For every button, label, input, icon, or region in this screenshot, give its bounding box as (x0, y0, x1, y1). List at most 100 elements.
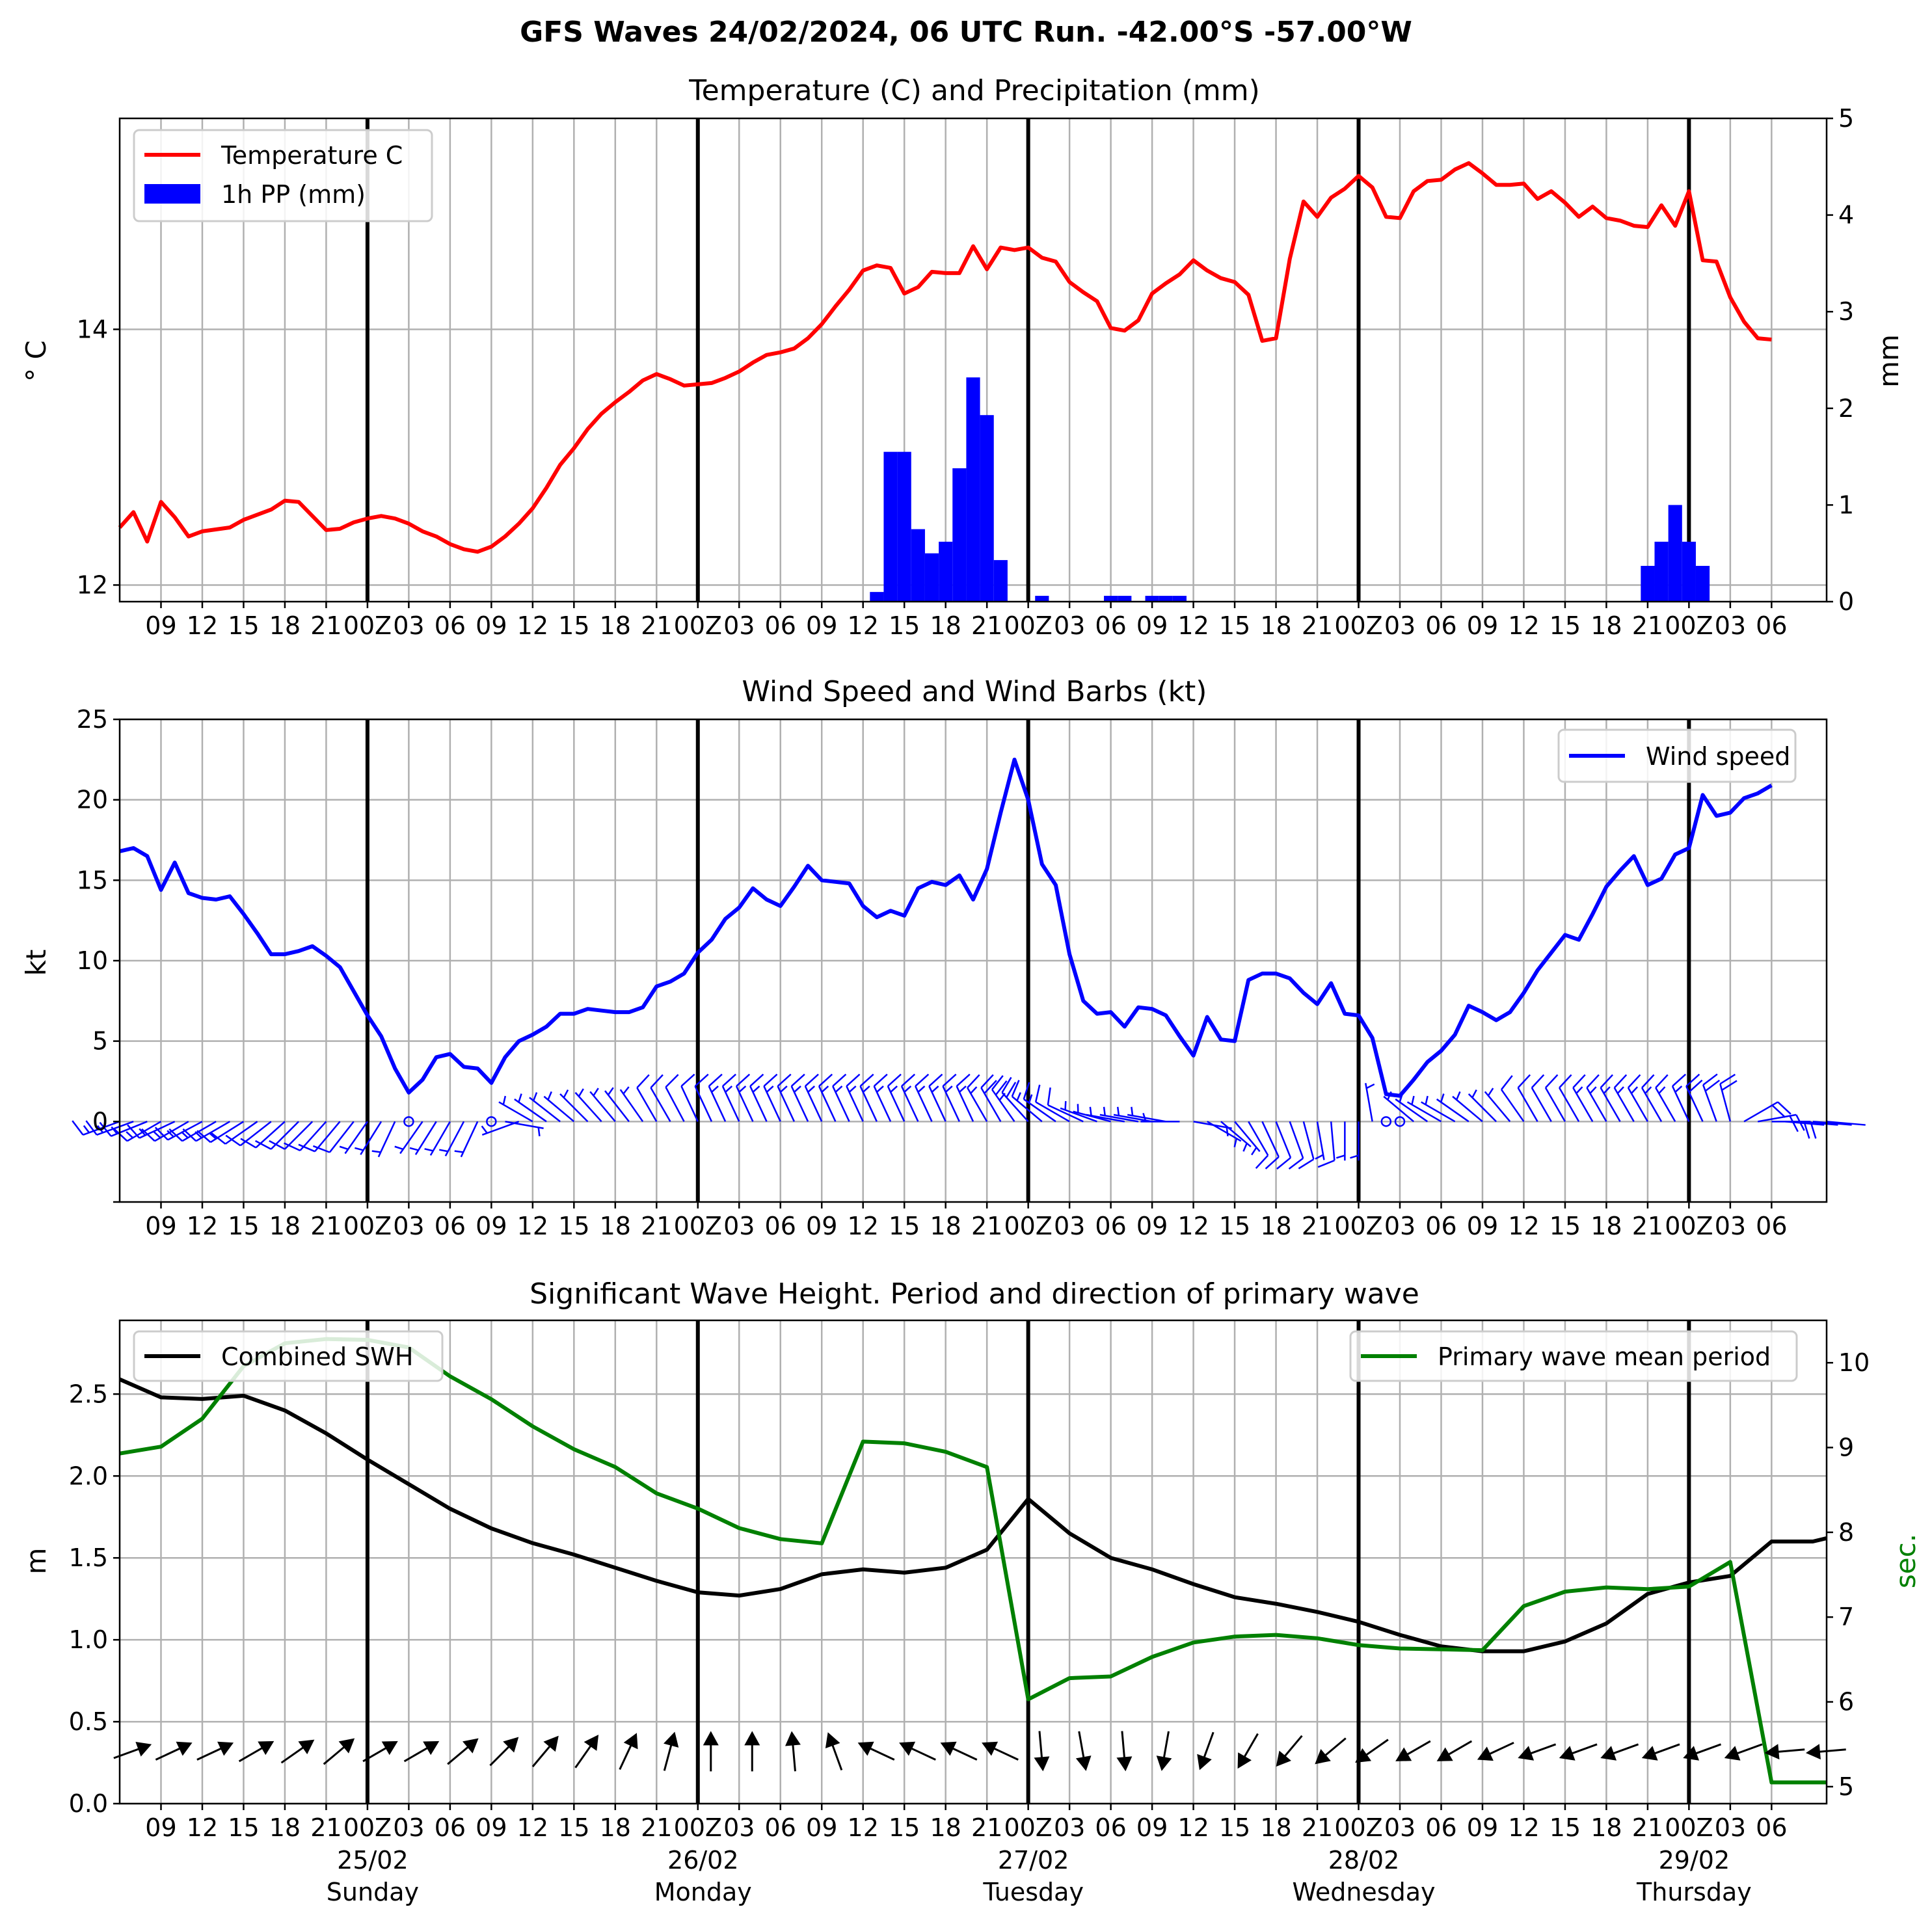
precip-bar (952, 468, 967, 602)
x-tick-label: 03 (393, 1813, 424, 1842)
wind-barb (1613, 1074, 1635, 1122)
wind-barb-shaft (1330, 1121, 1335, 1161)
wind-barb-half-flag (1335, 1155, 1345, 1159)
x-tick-label: 03 (1384, 611, 1415, 640)
wave-arrow-head (1683, 1746, 1700, 1761)
wind-barb-shaft (543, 1095, 575, 1123)
wind-barb-calm (1394, 1116, 1406, 1127)
x-tick-label: 00Z (674, 1813, 722, 1842)
wave-legend: Combined SWH Primary wave mean period (133, 1330, 1798, 1382)
wave-direction-arrow (1156, 1731, 1172, 1771)
wind-barb-half-flag (439, 1149, 448, 1153)
x-tick-label: 12 (187, 611, 218, 640)
wave-axes: 09 12 15 18 21 00Z 03 06 09 12 15 18 21 00Z 03 06 09 12 15… (69, 1319, 1870, 1906)
wind-barb-shaft (1248, 1121, 1269, 1156)
wind-barb (1288, 1121, 1304, 1170)
wind-barb (1671, 1073, 1690, 1122)
wave-direction-arrow (323, 1738, 355, 1765)
wind-barb-half-flag (1315, 1154, 1324, 1160)
wind-barb-flag (694, 1073, 709, 1087)
wind-barb (1034, 1084, 1070, 1123)
x-tick-label: 06 (1095, 611, 1126, 640)
x-tick-label: 18 (600, 611, 631, 640)
wind-barb (1086, 1106, 1125, 1123)
wind-barb (928, 1073, 946, 1122)
wind-barb-calm (1380, 1116, 1392, 1127)
wind-barb-half-flag (1411, 1095, 1415, 1105)
wind-barb-half-flag (835, 1085, 843, 1093)
wave-arrow-head (1197, 1754, 1212, 1770)
wind-barb-shaft (1436, 1098, 1469, 1123)
wave-direction-arrow (1805, 1744, 1846, 1760)
wind-panel-title: Wind Speed and Wind Barbs (kt) (742, 675, 1207, 708)
wind-barb-flag (749, 1073, 764, 1087)
wind-barb (424, 1121, 451, 1156)
x-tick-label: 12 (1177, 1212, 1209, 1240)
x-tick-label: 06 (1095, 1212, 1126, 1240)
wind-speed-series-line (119, 757, 1773, 1098)
wind-barb-half-flag (1455, 1091, 1461, 1101)
wind-barb-half-flag (848, 1085, 857, 1093)
wind-barb-flag (168, 1128, 183, 1142)
y-right-tick-label: 0 (1838, 587, 1854, 616)
wind-barb-shaft (505, 1121, 544, 1129)
wind-barb-shaft (224, 1121, 258, 1145)
day-weekday-label: Thursday (1636, 1878, 1752, 1906)
wind-barb-shaft (1047, 1104, 1084, 1123)
wind-barb-flag (240, 1138, 256, 1149)
legend-temperature: Temperature C (221, 141, 403, 170)
wind-barb-shaft (460, 1121, 479, 1158)
wind-speed-line (119, 757, 1773, 1098)
y-tick-label: 0 (92, 1107, 108, 1136)
precip-bar (1654, 541, 1669, 602)
x-tick-label: 18 (269, 611, 301, 640)
wind-barb-half-flag (1016, 1092, 1021, 1101)
x-tick-label: 12 (1508, 1212, 1539, 1240)
x-tick-label: 06 (765, 1813, 796, 1842)
wind-barb-half-flag (1658, 1086, 1666, 1094)
x-tick-label: 09 (1467, 611, 1498, 640)
y-right-tick-label: 9 (1838, 1434, 1854, 1462)
x-tick-label: 00Z (1334, 1212, 1382, 1240)
wind-barb-flag (722, 1073, 736, 1087)
wind-barb-shaft (1468, 1093, 1497, 1123)
wind-barb-shaft (481, 1121, 520, 1136)
wind-barb-shaft (429, 1121, 451, 1156)
wind-barb (1531, 1074, 1552, 1122)
wind-barb (846, 1073, 864, 1122)
wind-barb-calm (486, 1116, 497, 1127)
wind-barb (1655, 1074, 1676, 1122)
wind-barb-shaft (694, 1086, 713, 1122)
x-tick-label: 03 (393, 611, 424, 640)
y-tick-label: 0.0 (69, 1789, 108, 1818)
wave-arrow-head (1276, 1750, 1291, 1767)
wind-barb-shaft (1099, 1114, 1139, 1123)
wind-barb (1317, 1121, 1335, 1168)
wind-barb (942, 1073, 960, 1122)
x-tick-label: 06 (435, 1212, 466, 1240)
wind-barb (1365, 1083, 1375, 1122)
x-tick-label: 09 (476, 611, 507, 640)
y-tick-label: 12 (77, 570, 108, 599)
wave-direction-arrow (744, 1731, 760, 1772)
wind-barb-flag (312, 1145, 330, 1153)
wind-barb-shaft (680, 1086, 699, 1122)
x-tick-label: 09 (476, 1813, 507, 1842)
wave-arrow-head (338, 1738, 355, 1754)
wind-barb (85, 1120, 134, 1136)
wind-barb-shaft (1220, 1121, 1252, 1147)
temperature-line (118, 161, 1772, 554)
wave-arrow-head (664, 1731, 679, 1748)
wind-barb-half-flag (959, 1085, 967, 1093)
wind-barb-flag (284, 1142, 301, 1152)
wind-barb-flag (873, 1073, 888, 1087)
wind-barbs (72, 1073, 1866, 1170)
wind-barb-flag (1317, 1159, 1335, 1168)
wave-direction-arrow (362, 1741, 398, 1763)
wind-barb-flag (859, 1073, 874, 1087)
y-right-tick-label: 4 (1838, 201, 1854, 230)
wave-direction-arrow (1764, 1744, 1805, 1760)
wind-barb-half-flag (904, 1085, 912, 1093)
x-tick-label: 03 (723, 1813, 755, 1842)
plot-frame (118, 1319, 1828, 1805)
